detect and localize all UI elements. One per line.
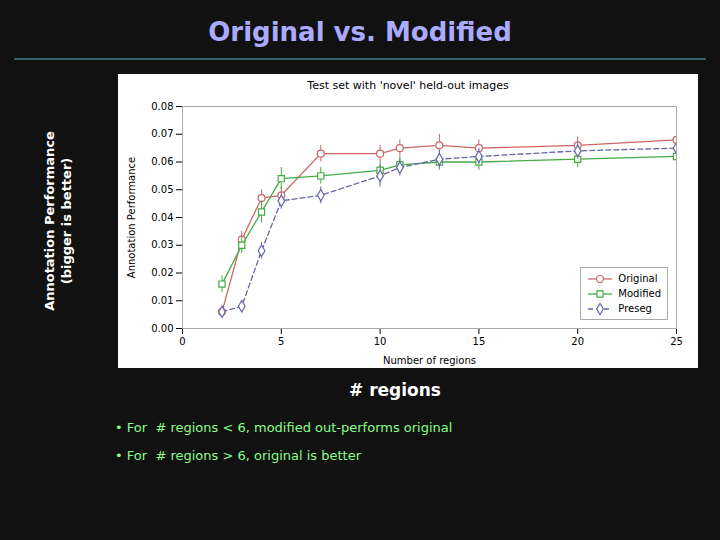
html-text:Preseg: Preseg (618, 303, 652, 314)
svg-text:0: 0 (179, 336, 185, 347)
svg-text:0.06: 0.06 (151, 156, 173, 167)
svg-text:Number of regions: Number of regions (383, 355, 476, 366)
svg-text:0.05: 0.05 (151, 184, 173, 195)
html-text:Modified: Modified (618, 288, 661, 299)
svg-text:15: 15 (473, 336, 486, 347)
svg-text:10: 10 (374, 336, 387, 347)
html-text:Annotation Performance (bigger: Annotation Performance (bigger is better… (42, 131, 74, 311)
svg-text:0.01: 0.01 (151, 295, 173, 306)
html-text:Original vs. Modified: Original vs. Modified (208, 17, 512, 47)
svg-text:Annotation Performance: Annotation Performance (126, 157, 137, 278)
svg-text:0.07: 0.07 (151, 128, 173, 139)
html-text:Test set with 'novel' held-out: Test set with 'novel' held-out images (307, 79, 509, 92)
html-text:• For # regions > 6, original: • For # regions > 6, original is better (115, 448, 361, 463)
svg-text:20: 20 (571, 336, 584, 347)
svg-text:0.04: 0.04 (151, 212, 173, 223)
svg-text:0.02: 0.02 (151, 267, 173, 278)
svg-text:0.00: 0.00 (151, 323, 173, 334)
html-text:# regions: # regions (349, 380, 441, 400)
svg-text:0.03: 0.03 (151, 239, 173, 250)
svg-text:0.08: 0.08 (151, 101, 173, 112)
svg-text:25: 25 (670, 336, 683, 347)
html-text:• For # regions < 6, modified: • For # regions < 6, modified out-perfor… (115, 420, 453, 435)
svg-text:5: 5 (278, 336, 284, 347)
html-text:Original: Original (618, 273, 658, 284)
